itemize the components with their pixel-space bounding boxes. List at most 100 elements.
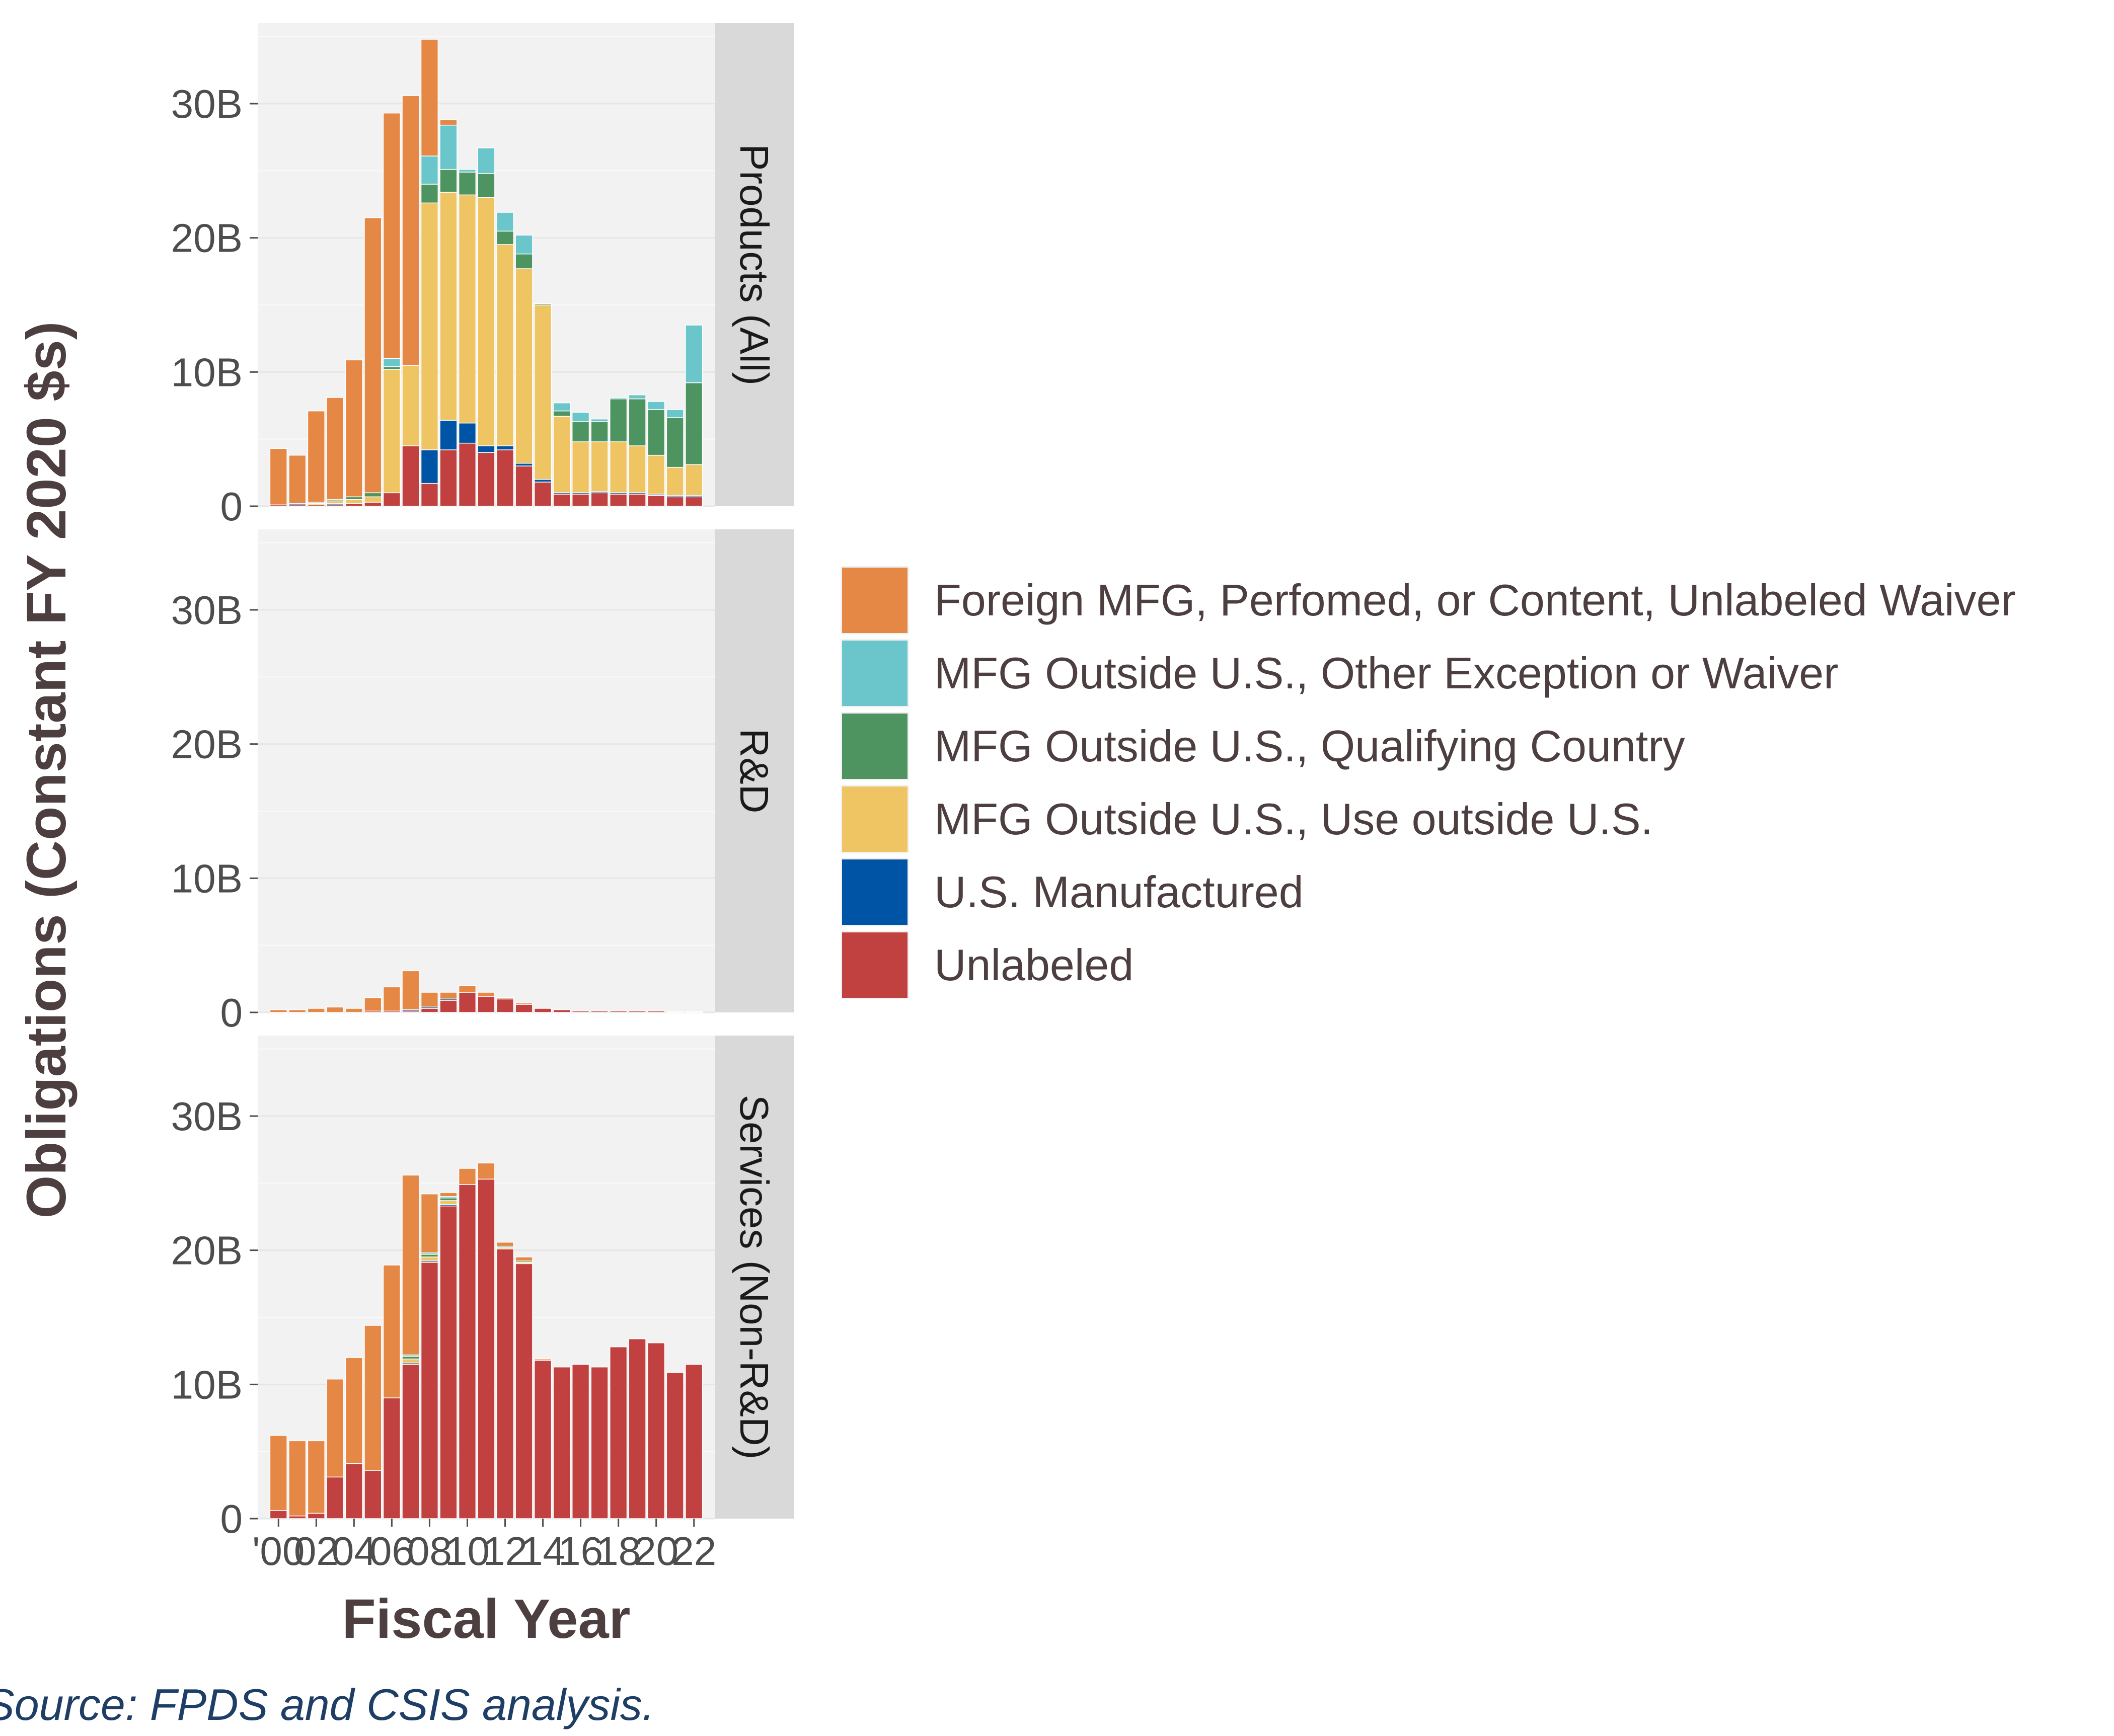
bar-segment xyxy=(326,397,344,500)
bar-segment xyxy=(477,1178,495,1519)
bar-segment xyxy=(439,420,458,450)
bar-segment xyxy=(420,1193,439,1253)
bar-segment xyxy=(553,402,571,412)
x-tick-label: 04 xyxy=(332,1529,376,1573)
bar-segment xyxy=(420,449,439,484)
y-axis-title: Obligations (Constant FY 2020 $s) xyxy=(16,322,78,1219)
bar-segment xyxy=(534,304,552,480)
bar-segment xyxy=(402,970,420,1010)
bar-segment xyxy=(420,184,439,204)
panel-2: 0 10B 20B 30B R&D xyxy=(171,529,794,1035)
bar-segment xyxy=(647,409,665,456)
panel-background xyxy=(258,529,715,1012)
y-tick-label: 0 xyxy=(220,484,243,529)
bar-segment xyxy=(420,483,439,507)
bar-segment xyxy=(458,992,477,1013)
bar-segment xyxy=(439,1197,458,1201)
bar-segment xyxy=(477,992,495,997)
facet-strip-label: Products (All) xyxy=(732,144,777,385)
bar-segment xyxy=(383,986,401,1012)
bar-segment xyxy=(496,230,514,245)
bar-segment xyxy=(458,172,477,196)
bar-segment xyxy=(610,397,628,400)
bar-segment xyxy=(364,492,382,498)
bar-segment xyxy=(647,1342,665,1519)
bar-segment xyxy=(477,197,495,446)
bar-segment xyxy=(458,1168,477,1185)
bar-segment xyxy=(685,325,703,383)
bar-segment xyxy=(666,1372,684,1519)
bar-segment xyxy=(515,1256,533,1261)
bar-segment xyxy=(571,1364,590,1519)
bar-segment xyxy=(402,1364,420,1519)
bar-segment xyxy=(326,500,344,504)
legend-swatch xyxy=(842,641,908,706)
bar-segment xyxy=(590,441,609,492)
bar-segment xyxy=(439,992,458,1000)
bar-segment xyxy=(515,465,533,507)
bar-segment xyxy=(571,494,590,507)
bar-segment xyxy=(269,1435,287,1511)
bar-segment xyxy=(439,1192,458,1197)
legend-swatch xyxy=(842,932,908,998)
bar-segment xyxy=(458,422,477,444)
bar-segment xyxy=(553,1366,571,1519)
bar-segment xyxy=(326,1378,344,1478)
bar-segment xyxy=(571,441,590,494)
bar-segment xyxy=(496,1241,514,1247)
bar-segment xyxy=(571,412,590,422)
y-tick-label: 0 xyxy=(220,1496,243,1541)
panel-3: 0 10B 20B 30B Services (Non-R&D) xyxy=(171,1036,794,1541)
bar-segment xyxy=(345,359,363,498)
y-tick-label: 20B xyxy=(171,216,243,261)
bar-segment xyxy=(628,1010,646,1013)
bar-segment xyxy=(402,1358,420,1364)
bar-segment xyxy=(610,494,628,507)
bar-segment xyxy=(590,421,609,442)
bar-segment xyxy=(477,1162,495,1180)
x-tick-label: 12 xyxy=(483,1529,527,1573)
bar-segment xyxy=(628,394,646,400)
bar-segment xyxy=(420,39,439,156)
bar-segment xyxy=(553,1009,571,1013)
bar-segment xyxy=(534,1358,552,1361)
bar-segment xyxy=(402,95,420,366)
bar-segment xyxy=(364,1325,382,1471)
bar-segment xyxy=(307,1008,325,1013)
y-tick-label: 30B xyxy=(171,588,243,633)
bar-segment xyxy=(666,409,684,418)
bar-segment xyxy=(553,416,571,494)
bar-segment xyxy=(590,418,609,422)
y-tick-label: 10B xyxy=(171,856,243,901)
bar-segment xyxy=(288,1009,307,1013)
legend-swatch xyxy=(842,786,908,852)
bar-segment xyxy=(345,499,363,504)
bar-segment xyxy=(345,503,363,507)
x-tick-label: 14 xyxy=(520,1529,565,1573)
bar-segment xyxy=(647,1010,665,1013)
bar-segment xyxy=(515,1263,533,1519)
bar-segment xyxy=(402,1174,420,1356)
bar-segment xyxy=(496,449,514,507)
bar-segment xyxy=(269,1009,287,1013)
bar-segment xyxy=(383,366,401,370)
x-tick-label: 10 xyxy=(445,1529,490,1573)
bar-segment xyxy=(534,479,552,483)
bar-segment xyxy=(364,1470,382,1519)
y-tick-label: 0 xyxy=(220,990,243,1035)
bar-segment xyxy=(458,985,477,993)
legend-label: Unlabeled xyxy=(934,940,1134,990)
facet-strip xyxy=(715,1036,794,1519)
legend-swatch xyxy=(842,859,908,925)
legend-swatch xyxy=(842,568,908,633)
bar-segment xyxy=(383,369,401,494)
y-tick-label: 30B xyxy=(171,82,243,126)
bar-segment xyxy=(628,445,646,494)
y-tick-label: 10B xyxy=(171,1362,243,1407)
bar-segment xyxy=(534,1360,552,1519)
bar-segment xyxy=(383,112,401,359)
y-tick-label: 20B xyxy=(171,1228,243,1273)
bar-segment xyxy=(288,1440,307,1517)
facet-strip xyxy=(715,529,794,1012)
